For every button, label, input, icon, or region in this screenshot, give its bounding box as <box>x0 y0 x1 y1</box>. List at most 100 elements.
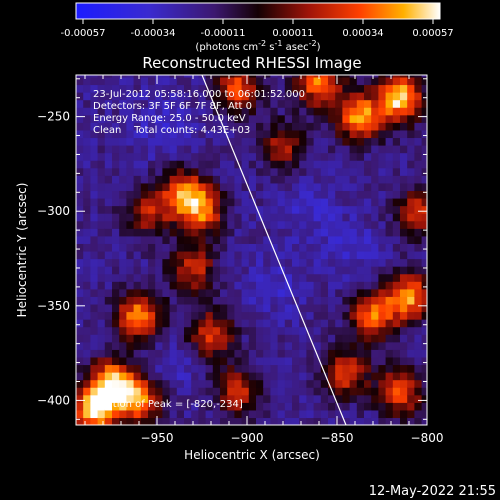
heatmap-cell <box>205 235 214 244</box>
heatmap-cell <box>133 326 142 335</box>
heatmap-cell <box>313 220 322 229</box>
heatmap-cell <box>248 250 257 260</box>
heatmap-cell <box>371 228 379 237</box>
heatmap-cell <box>306 114 315 123</box>
heatmap-cell <box>176 356 185 366</box>
heatmap-cell <box>148 372 156 381</box>
heatmap-cell <box>126 266 135 275</box>
heatmap-cell <box>169 356 178 366</box>
heatmap-cell <box>148 175 156 184</box>
heatmap-cell <box>277 220 286 229</box>
heatmap-cell <box>126 84 135 93</box>
heatmap-cell <box>126 296 135 305</box>
heatmap-cell <box>407 122 415 131</box>
heatmap-cell <box>140 394 149 403</box>
heatmap-cell <box>176 129 185 139</box>
heatmap-cell <box>371 243 379 252</box>
heatmap-cell <box>385 129 394 139</box>
heatmap-cell <box>292 84 300 93</box>
heatmap-cell <box>155 266 163 275</box>
heatmap-cell <box>342 273 351 282</box>
heatmap-cell <box>248 311 257 320</box>
heatmap-cell <box>133 107 142 116</box>
heatmap-cell <box>112 296 120 305</box>
heatmap-cell <box>292 402 300 411</box>
heatmap-cell <box>313 319 322 328</box>
heatmap-cell <box>220 379 228 388</box>
heatmap-cell <box>205 417 214 425</box>
heatmap-cell <box>126 281 135 290</box>
heatmap-cell <box>104 235 113 244</box>
heatmap-cell <box>371 76 379 86</box>
heatmap-cell <box>227 190 235 199</box>
heatmap-cell <box>90 107 99 116</box>
heatmap-cell <box>198 152 207 161</box>
heatmap-cell <box>184 122 192 131</box>
heatmap-cell <box>234 326 243 335</box>
heatmap-cell <box>176 258 185 267</box>
heatmap-cell <box>205 326 214 335</box>
heatmap-cell <box>212 288 221 297</box>
plot-frame <box>75 74 428 426</box>
heatmap-cell <box>349 152 358 161</box>
heatmap-cell <box>342 288 351 297</box>
heatmap-cell <box>342 205 351 214</box>
heatmap-cell <box>421 349 427 358</box>
heatmap-cell <box>313 145 322 154</box>
heatmap-cell <box>270 364 279 373</box>
heatmap-cell <box>227 349 235 358</box>
heatmap-cell <box>299 250 307 260</box>
heatmap-cell <box>169 250 178 260</box>
heatmap-cell <box>320 205 329 214</box>
heatmap-cell <box>320 303 329 313</box>
heatmap-cell <box>133 243 142 252</box>
heatmap-cell <box>220 266 228 275</box>
heatmap-cell <box>133 417 142 425</box>
heatmap-cell <box>227 182 235 192</box>
heatmap-cell <box>292 281 300 290</box>
heatmap-cell <box>162 364 171 373</box>
heatmap-cell <box>169 99 178 108</box>
heatmap-cell <box>191 114 199 123</box>
heatmap-cell <box>112 167 120 176</box>
heatmap-cell <box>335 75 343 78</box>
heatmap-cell <box>414 281 423 290</box>
heatmap-cell <box>119 311 127 320</box>
heatmap-cell <box>112 266 120 275</box>
heatmap-cell <box>284 122 293 131</box>
heatmap-cell <box>414 197 423 207</box>
heatmap-cell <box>342 114 351 123</box>
heatmap-cell <box>378 387 387 396</box>
heatmap-cell <box>198 145 207 154</box>
heatmap-cell <box>155 379 163 388</box>
heatmap-cell <box>292 99 300 108</box>
heatmap-cell <box>356 213 365 222</box>
heatmap-cell <box>277 364 286 373</box>
heatmap-cell <box>400 409 408 419</box>
heatmap-cell <box>277 99 286 108</box>
heatmap-cell <box>378 190 387 199</box>
heatmap-cell <box>320 402 329 411</box>
heatmap-cell <box>306 205 315 214</box>
heatmap-cell <box>83 182 91 192</box>
heatmap-cell <box>90 334 99 343</box>
heatmap-cell <box>212 220 221 229</box>
heatmap-cell <box>306 213 315 222</box>
heatmap-cell <box>176 334 185 343</box>
heatmap-cell <box>421 114 427 123</box>
heatmap-cell <box>126 145 135 154</box>
heatmap-cell <box>198 387 207 396</box>
heatmap-cell <box>162 258 171 267</box>
heatmap-cell <box>112 114 120 123</box>
heatmap-cell <box>234 409 243 419</box>
heatmap-cell <box>270 129 279 139</box>
heatmap-cell <box>155 296 163 305</box>
heatmap-cell <box>335 250 343 260</box>
heatmap-cell <box>342 364 351 373</box>
heatmap-cell <box>241 205 250 214</box>
annotation-detectors: Detectors: 3F 5F 6F 7F 8F, Att 0 <box>93 101 252 112</box>
heatmap-cell <box>220 137 228 146</box>
heatmap-cell <box>270 409 279 419</box>
heatmap-cell <box>292 349 300 358</box>
heatmap-cell <box>104 129 113 139</box>
